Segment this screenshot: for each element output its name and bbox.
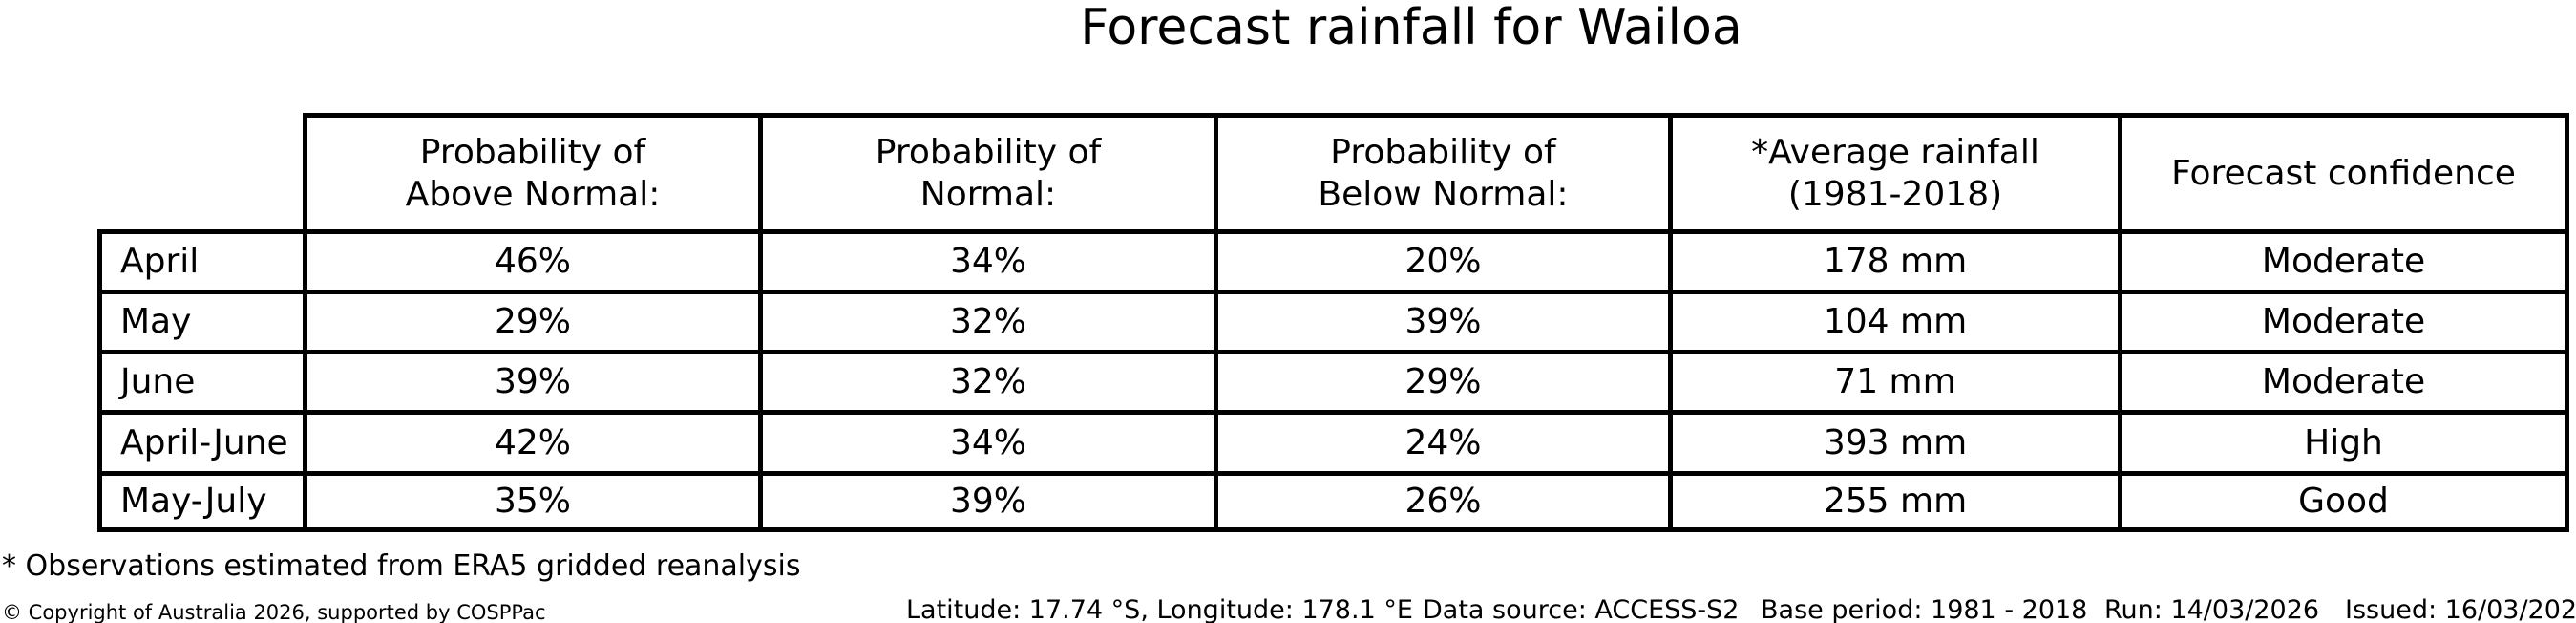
table-cell: Good (2118, 471, 2569, 532)
table-corner-blank (97, 113, 303, 229)
table-cell: Moderate (2118, 290, 2569, 350)
table-cell: 34% (758, 410, 1214, 471)
table-cell: 29% (303, 290, 758, 350)
row-label-april-june: April-June (97, 410, 303, 471)
row-label-april: April (97, 229, 303, 290)
table-cell: 24% (1214, 410, 1668, 471)
table-cell: 26% (1214, 471, 1668, 532)
footer-issued-date: Issued: 16/03/2026 (2345, 595, 2576, 623)
table-cell: 34% (758, 229, 1214, 290)
header-above-normal: Probability of Above Normal: (303, 113, 758, 229)
header-average-rainfall: *Average rainfall (1981-2018) (1668, 113, 2118, 229)
header-forecast-confidence: Forecast confidence (2118, 113, 2569, 229)
table-cell: 39% (303, 350, 758, 410)
row-label-may-july: May-July (97, 471, 303, 532)
table-cell: Moderate (2118, 350, 2569, 410)
header-below-normal: Probability of Below Normal: (1214, 113, 1668, 229)
forecast-table: Probability of Above Normal: Probability… (97, 113, 2569, 532)
header-normal: Probability of Normal: (758, 113, 1214, 229)
table-cell: 178 mm (1668, 229, 2118, 290)
table-cell: 71 mm (1668, 350, 2118, 410)
table-cell: 255 mm (1668, 471, 2118, 532)
footer-base-period: Base period: 1981 - 2018 (1761, 595, 2088, 623)
table-cell: Moderate (2118, 229, 2569, 290)
table-cell: 32% (758, 350, 1214, 410)
table-cell: 46% (303, 229, 758, 290)
table-cell: 39% (758, 471, 1214, 532)
table-cell: 393 mm (1668, 410, 2118, 471)
footer-run-date: Run: 14/03/2026 (2104, 595, 2320, 623)
chart-title: Forecast rainfall for Wailoa (1080, 0, 1742, 56)
table-cell: 42% (303, 410, 758, 471)
table-cell: High (2118, 410, 2569, 471)
table-cell: 32% (758, 290, 1214, 350)
footer-data-source: Data source: ACCESS-S2 (1423, 595, 1740, 623)
copyright-text: © Copyright of Australia 2026, supported… (2, 601, 546, 623)
row-label-june: June (97, 350, 303, 410)
table-cell: 39% (1214, 290, 1668, 350)
table-cell: 104 mm (1668, 290, 2118, 350)
footer-location: Latitude: 17.74 °S, Longitude: 178.1 °E (906, 595, 1413, 623)
footnote-text: * Observations estimated from ERA5 gridd… (2, 549, 801, 583)
table-cell: 35% (303, 471, 758, 532)
table-cell: 20% (1214, 229, 1668, 290)
row-label-may: May (97, 290, 303, 350)
table-cell: 29% (1214, 350, 1668, 410)
